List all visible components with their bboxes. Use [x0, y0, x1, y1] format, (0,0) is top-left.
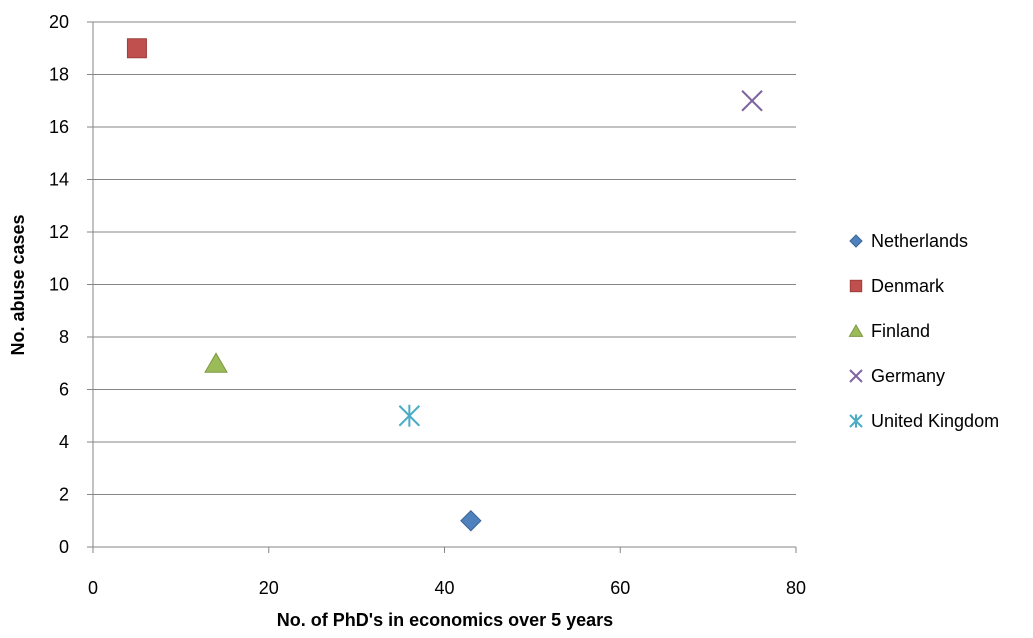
y-tick-label-4: 4: [59, 432, 69, 452]
legend: Netherlands Denmark Finland Germany United K…: [848, 231, 999, 431]
point-denmark: [126, 38, 147, 59]
y-tick-label-8: 8: [59, 327, 69, 347]
x-tick-label-20: 20: [259, 578, 279, 598]
point-finland: [204, 352, 228, 373]
y-axis-title: No. abuse cases: [8, 214, 28, 355]
y-tick-label-2: 2: [59, 485, 69, 505]
y-tick-label-14: 14: [49, 170, 69, 190]
x-tick-label-60: 60: [610, 578, 630, 598]
x-axis-title: No. of PhD's in economics over 5 years: [277, 610, 613, 630]
x-tick-label-40: 40: [434, 578, 454, 598]
data-points: [126, 38, 763, 532]
legend-marker-finland: [848, 324, 864, 337]
y-tick-label-10: 10: [49, 275, 69, 295]
y-tick-label-20: 20: [49, 12, 69, 32]
legend-label-finland: Finland: [871, 321, 930, 341]
legend-label-denmark: Denmark: [871, 276, 945, 296]
legend-label-germany: Germany: [871, 366, 945, 386]
axes: [87, 21, 797, 553]
legend-label-united-kingdom: United Kingdom: [871, 411, 999, 431]
y-tick-label-12: 12: [49, 222, 69, 242]
y-tick-label-0: 0: [59, 537, 69, 557]
point-netherlands: [460, 510, 482, 532]
legend-marker-germany: [849, 369, 863, 383]
point-germany: [741, 90, 763, 112]
tick-labels: 0 2 4 6 8 10 12 14 16 18 20 0 20 40 60 80: [49, 12, 806, 598]
legend-marker-united-kingdom: [849, 414, 863, 428]
y-tick-label-18: 18: [49, 65, 69, 85]
y-tick-label-16: 16: [49, 117, 69, 137]
y-tick-label-6: 6: [59, 380, 69, 400]
x-tick-label-0: 0: [88, 578, 98, 598]
point-united-kingdom: [398, 404, 421, 427]
legend-marker-netherlands: [849, 234, 863, 248]
gridlines: [93, 21, 796, 495]
x-tick-label-80: 80: [786, 578, 806, 598]
legend-label-netherlands: Netherlands: [871, 231, 968, 251]
legend-marker-denmark: [849, 279, 863, 293]
